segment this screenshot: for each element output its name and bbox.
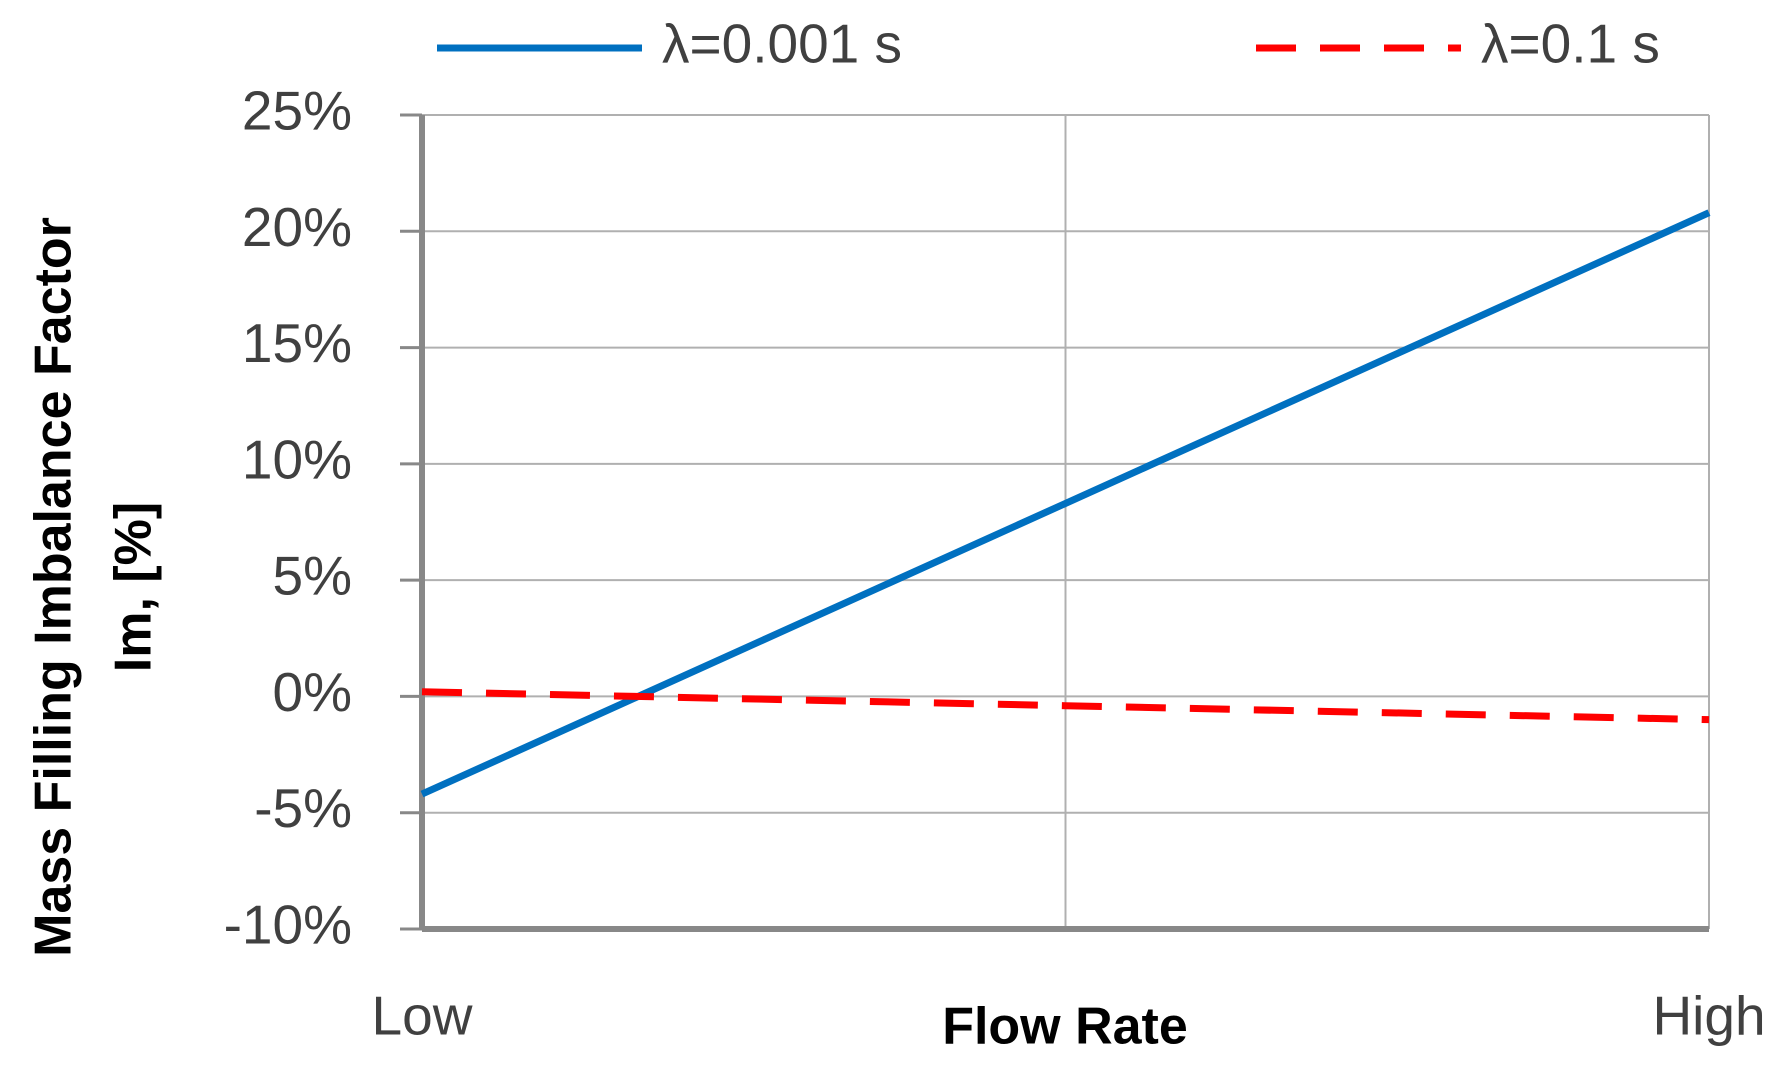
- legend-label: λ=0.1 s: [1481, 13, 1660, 75]
- y-tick-label: -5%: [254, 777, 352, 839]
- x-tick-label: Low: [372, 985, 473, 1047]
- y-tick-label: 25%: [242, 80, 352, 142]
- y-tick-label: 5%: [273, 545, 353, 607]
- y-tick-label: 20%: [242, 196, 352, 258]
- y-axis-title: Mass Filling Imbalance Factor: [25, 217, 83, 957]
- y-tick-label: 15%: [242, 312, 352, 374]
- y-axis-title: Im, [%]: [105, 502, 163, 672]
- x-tick-label: High: [1652, 985, 1765, 1047]
- y-tick-label: 10%: [242, 428, 352, 490]
- line-series: [421, 688, 1710, 724]
- x-axis-title: Flow Rate: [942, 998, 1188, 1056]
- y-tick-label: -10%: [224, 894, 352, 956]
- y-tick-label: 0%: [273, 661, 353, 723]
- legend-label: λ=0.001 s: [662, 13, 902, 75]
